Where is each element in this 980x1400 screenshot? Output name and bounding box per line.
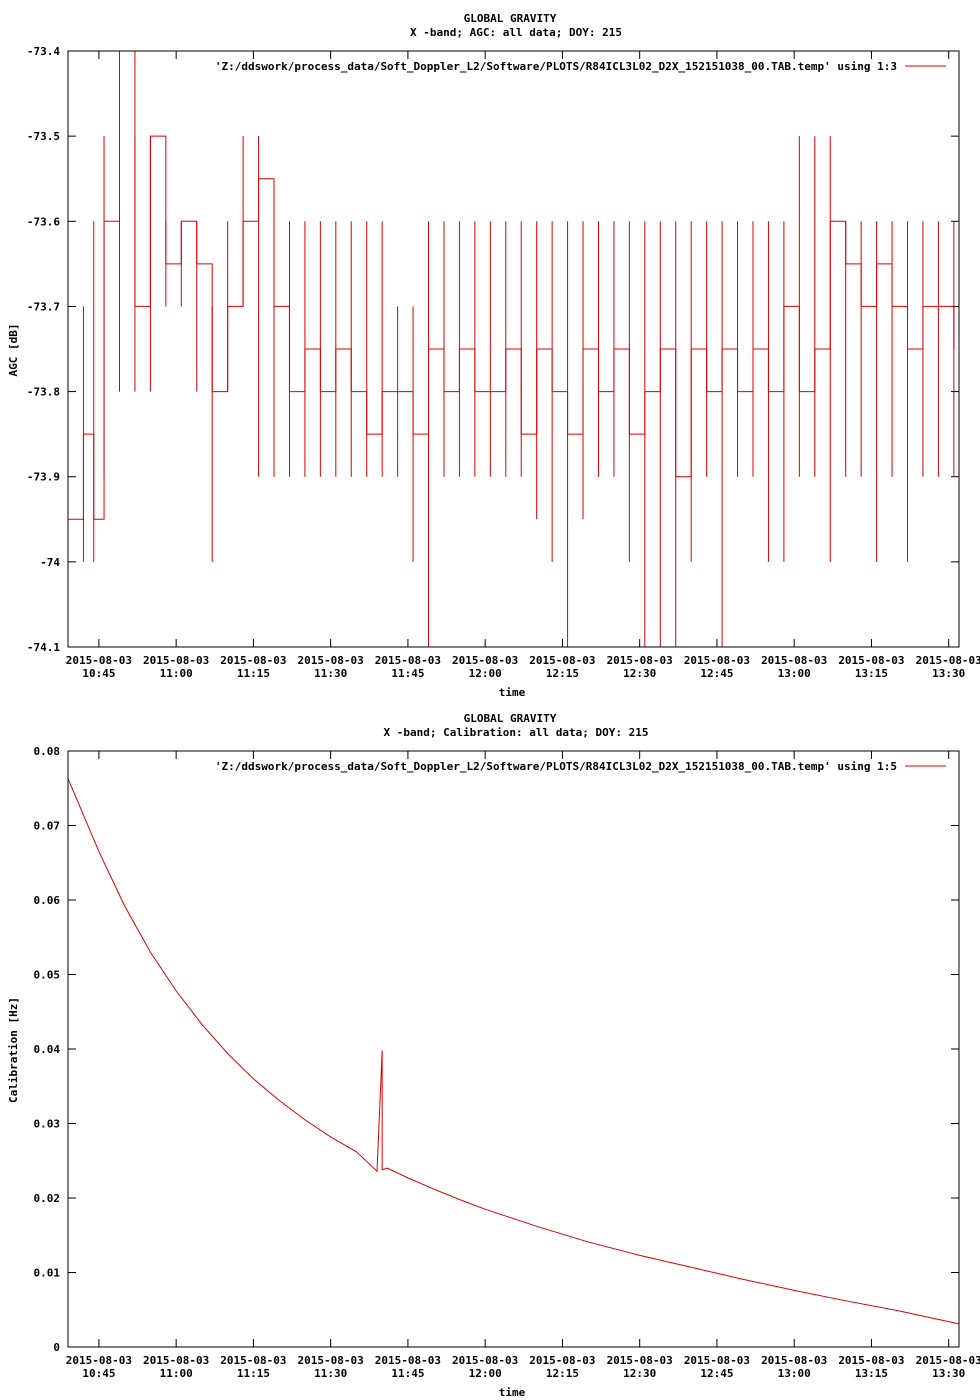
x-tick-date: 2015-08-03 — [375, 654, 441, 667]
x-tick-date: 2015-08-03 — [375, 1354, 441, 1367]
y-axis-label: Calibration [Hz] — [7, 997, 20, 1103]
x-tick-time: 10:45 — [82, 667, 115, 680]
x-tick-time: 13:00 — [778, 667, 811, 680]
y-tick-label: 0 — [53, 1341, 60, 1354]
plot-marks — [67, 50, 955, 647]
y-tick-label: 0.06 — [34, 894, 61, 907]
y-tick-label: -73.4 — [27, 45, 60, 58]
plot-marks — [67, 778, 960, 1325]
chart-subtitle: X -band; Calibration: all data; DOY: 215 — [384, 726, 649, 739]
x-axis-label: time — [499, 686, 526, 699]
x-tick-time: 12:30 — [623, 667, 656, 680]
x-tick-time: 11:30 — [314, 1367, 347, 1380]
x-tick-date: 2015-08-03 — [916, 654, 980, 667]
x-tick-time: 13:30 — [932, 1367, 965, 1380]
x-tick-time: 12:00 — [469, 1367, 502, 1380]
chart-title: GLOBAL GRAVITY — [464, 712, 557, 725]
x-axis-label: time — [499, 1386, 526, 1399]
x-tick-date: 2015-08-03 — [220, 1354, 286, 1367]
plot-frame — [67, 50, 960, 648]
y-tick-label: -73.8 — [27, 386, 60, 399]
series-line — [67, 778, 960, 1325]
x-tick-date: 2015-08-03 — [838, 654, 904, 667]
x-tick-date: 2015-08-03 — [529, 1354, 595, 1367]
y-tick-label: -73.9 — [27, 471, 60, 484]
x-tick-date: 2015-08-03 — [66, 654, 132, 667]
x-tick-time: 11:15 — [237, 1367, 270, 1380]
series-line — [68, 50, 955, 520]
x-tick-time: 11:45 — [391, 1367, 424, 1380]
x-tick-time: 11:00 — [160, 1367, 193, 1380]
y-tick-label: 0.01 — [34, 1267, 61, 1280]
x-tick-time: 12:45 — [700, 1367, 733, 1380]
x-tick-date: 2015-08-03 — [143, 654, 209, 667]
agc-chart: GLOBAL GRAVITY X -band; AGC: all data; D… — [7, 12, 980, 699]
calibration-chart: GLOBAL GRAVITY X -band; Calibration: all… — [7, 712, 980, 1399]
x-tick-date: 2015-08-03 — [298, 1354, 364, 1367]
y-tick-label: -73.7 — [27, 300, 60, 313]
chart-subtitle: X -band; AGC: all data; DOY: 215 — [410, 26, 622, 39]
y-tick-label: 0.02 — [34, 1192, 61, 1205]
x-tick-date: 2015-08-03 — [761, 1354, 827, 1367]
y-tick-label: -74.1 — [27, 641, 60, 654]
x-tick-date: 2015-08-03 — [684, 654, 750, 667]
legend-label: 'Z:/ddswork/process_data/Soft_Doppler_L2… — [215, 60, 897, 73]
x-tick-date: 2015-08-03 — [607, 654, 673, 667]
x-tick-date: 2015-08-03 — [143, 1354, 209, 1367]
y-tick-label: -74 — [40, 556, 60, 569]
x-tick-time: 11:15 — [237, 667, 270, 680]
x-tick-time: 12:00 — [469, 667, 502, 680]
x-tick-date: 2015-08-03 — [66, 1354, 132, 1367]
y-tick-label: 0.07 — [34, 820, 61, 833]
x-tick-date: 2015-08-03 — [298, 654, 364, 667]
x-tick-date: 2015-08-03 — [452, 654, 518, 667]
x-tick-date: 2015-08-03 — [607, 1354, 673, 1367]
x-tick-time: 13:15 — [855, 667, 888, 680]
x-tick-time: 13:30 — [932, 667, 965, 680]
y-tick-label: 0.05 — [34, 969, 61, 982]
x-tick-time: 10:45 — [82, 1367, 115, 1380]
axis-ticks: 0.08 0.07 0.06 0.05 0.04 0.03 0.02 0.01 0 2015-08… — [34, 745, 980, 1380]
legend-label: 'Z:/ddswork/process_data/Soft_Doppler_L2… — [215, 760, 897, 773]
x-tick-time: 11:45 — [391, 667, 424, 680]
x-tick-time: 13:00 — [778, 1367, 811, 1380]
x-tick-date: 2015-08-03 — [452, 1354, 518, 1367]
x-tick-time: 11:00 — [160, 667, 193, 680]
x-tick-date: 2015-08-03 — [529, 654, 595, 667]
x-tick-time: 12:15 — [546, 1367, 579, 1380]
axis-ticks: -73.4 -73.5 -73.6 -73.7 -73.8 -73.9 -74 -74.1 20… — [27, 45, 980, 680]
x-tick-date: 2015-08-03 — [684, 1354, 750, 1367]
y-tick-label: 0.08 — [34, 745, 61, 758]
y-tick-label: 0.04 — [34, 1043, 61, 1056]
chart-title: GLOBAL GRAVITY — [464, 12, 557, 25]
x-tick-time: 12:15 — [546, 667, 579, 680]
x-tick-date: 2015-08-03 — [220, 654, 286, 667]
y-axis-label: AGC [dB] — [7, 324, 20, 377]
x-tick-date: 2015-08-03 — [761, 654, 827, 667]
plot-frame — [67, 750, 960, 1348]
x-tick-date: 2015-08-03 — [916, 1354, 980, 1367]
x-tick-time: 11:30 — [314, 667, 347, 680]
y-tick-label: -73.6 — [27, 215, 60, 228]
y-tick-label: -73.5 — [27, 130, 60, 143]
x-tick-time: 12:45 — [700, 667, 733, 680]
x-tick-date: 2015-08-03 — [838, 1354, 904, 1367]
x-tick-time: 12:30 — [623, 1367, 656, 1380]
y-tick-label: 0.03 — [34, 1118, 61, 1131]
x-tick-time: 13:15 — [855, 1367, 888, 1380]
